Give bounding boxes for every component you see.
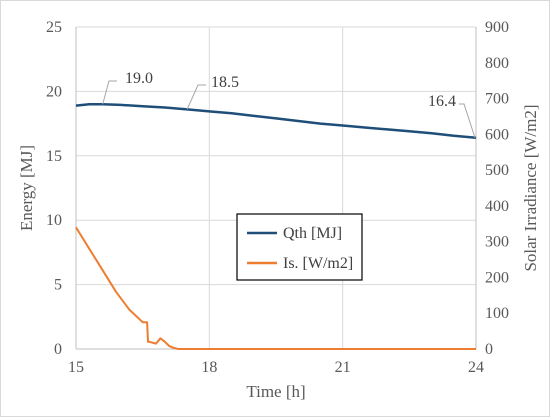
y-axis-title-left: Energy [MJ] xyxy=(17,145,36,231)
y-tick-label-left: 20 xyxy=(46,83,62,100)
y-tick-label-left: 5 xyxy=(54,277,62,294)
x-tick-label: 21 xyxy=(335,359,351,376)
legend: Qth [MJ] Is. [W/m2] xyxy=(236,213,363,281)
annotation-layer: 19.0 18.5 16.4 xyxy=(102,70,476,138)
y-tick-label-left: 25 xyxy=(46,19,62,36)
y-tick-label-right: 300 xyxy=(485,234,509,251)
y-tick-label-left: 10 xyxy=(46,212,62,229)
series-line-qth xyxy=(75,103,477,140)
x-axis-title: Time [h] xyxy=(246,382,305,401)
y-tick-label-right: 800 xyxy=(485,55,509,72)
x-tick-label: 15 xyxy=(68,359,84,376)
y-tick-label-right: 600 xyxy=(485,126,509,143)
y-tick-label-left: 15 xyxy=(46,148,62,165)
annotation-leader-line xyxy=(459,103,476,138)
y-tick-label-right: 700 xyxy=(485,91,509,108)
series-line-irradiance xyxy=(75,226,476,350)
annotation-leader-line xyxy=(102,80,117,105)
y-tick-label-right: 900 xyxy=(485,19,509,36)
annotation-label: 19.0 xyxy=(125,70,153,87)
annotation-leader-line xyxy=(186,84,206,110)
x-tick-label: 24 xyxy=(468,359,484,376)
y-tick-label-right: 400 xyxy=(485,198,509,215)
annotation-label: 16.4 xyxy=(428,93,456,110)
grid-layer xyxy=(76,26,477,349)
x-tick-label: 18 xyxy=(201,359,217,376)
axis-layer: 0 5 10 15 20 25 0 100 200 300 400 500 600 700 800 900 15… xyxy=(17,19,540,401)
y-axis-title-right: Solar Irradiance [W/m2] xyxy=(521,104,540,271)
series-layer xyxy=(75,103,477,350)
legend-box xyxy=(236,213,363,281)
y-tick-label-right: 0 xyxy=(485,341,493,358)
y-tick-label-left: 0 xyxy=(54,341,62,358)
y-tick-label-right: 500 xyxy=(485,162,509,179)
legend-label: Qth [MJ] xyxy=(283,225,342,242)
y-tick-label-right: 200 xyxy=(485,269,509,286)
legend-label: Is. [W/m2] xyxy=(283,255,353,272)
y-tick-label-right: 100 xyxy=(485,305,509,322)
annotation-label: 18.5 xyxy=(211,74,239,91)
